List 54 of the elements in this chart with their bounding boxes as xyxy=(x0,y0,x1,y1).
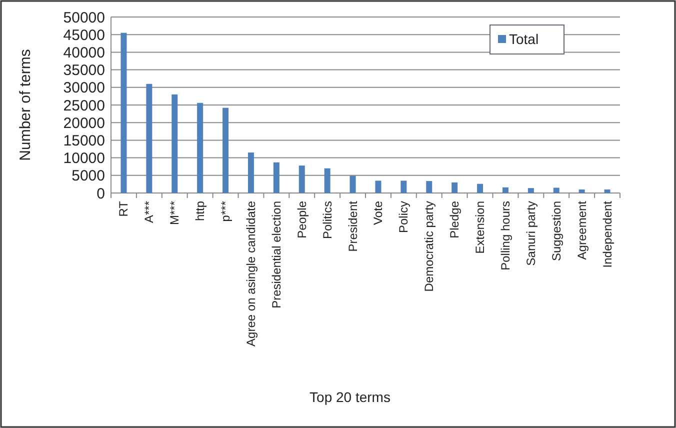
y-tick-label: 35000 xyxy=(63,62,105,80)
bar xyxy=(273,162,280,193)
bar xyxy=(197,102,204,193)
x-tick-label: Suggestion xyxy=(549,201,564,262)
bar xyxy=(350,176,356,193)
bar xyxy=(222,108,229,193)
x-tick-label: People xyxy=(294,200,309,238)
y-axis-title: Number of terms xyxy=(17,49,34,161)
x-tick-label: Sanuri party xyxy=(524,201,538,266)
bar xyxy=(528,188,534,193)
x-tick-label: RT xyxy=(116,200,131,217)
legend-label: Total xyxy=(509,31,539,47)
x-tick-label: Vote xyxy=(371,200,386,226)
x-axis-title: Top 20 terms xyxy=(310,389,390,405)
x-tick-label: President xyxy=(346,200,360,252)
bar xyxy=(452,182,458,193)
x-tick-label: M*** xyxy=(168,200,182,226)
bar xyxy=(426,181,432,193)
x-tick-label: Pledge xyxy=(448,200,462,238)
x-tick-label: Polling hours xyxy=(498,201,512,270)
y-tick-label: 0 xyxy=(96,185,105,202)
x-tick-label: Agree on asingle candidate xyxy=(244,200,258,346)
bar xyxy=(146,84,152,193)
x-tick-label: Policy xyxy=(396,201,411,234)
bar xyxy=(172,94,178,193)
bar xyxy=(324,168,330,193)
bar xyxy=(120,32,127,193)
bar xyxy=(477,184,484,193)
y-tick-label: 50000 xyxy=(63,9,105,26)
x-tick-label: Presidential election xyxy=(269,201,284,308)
x-tick-label: http xyxy=(193,200,208,222)
y-tick-label: 20000 xyxy=(63,114,105,132)
y-tick-label: 30000 xyxy=(63,80,105,97)
x-tick-label: Extension xyxy=(473,201,488,254)
bar xyxy=(400,180,407,193)
bar xyxy=(604,189,610,193)
bar xyxy=(578,189,585,193)
y-tick-label: 10000 xyxy=(63,150,105,168)
y-tick-label: 5000 xyxy=(72,168,105,185)
bar xyxy=(375,180,382,193)
bar xyxy=(298,166,305,193)
y-tick-label: 45000 xyxy=(63,26,105,44)
x-tick-label: Politics xyxy=(320,201,334,240)
y-tick-label: 40000 xyxy=(63,44,105,62)
x-tick-label: Democratic party xyxy=(422,201,436,292)
y-tick-label: 25000 xyxy=(63,97,105,114)
bar xyxy=(502,187,508,193)
y-tick-label: 15000 xyxy=(63,132,105,150)
x-tick-label: Agreement xyxy=(574,200,589,260)
bar xyxy=(248,152,254,193)
x-tick-label: A*** xyxy=(142,200,156,224)
x-tick-label: p*** xyxy=(218,200,233,222)
bar xyxy=(553,188,560,193)
x-tick-label: Independent xyxy=(600,200,614,268)
